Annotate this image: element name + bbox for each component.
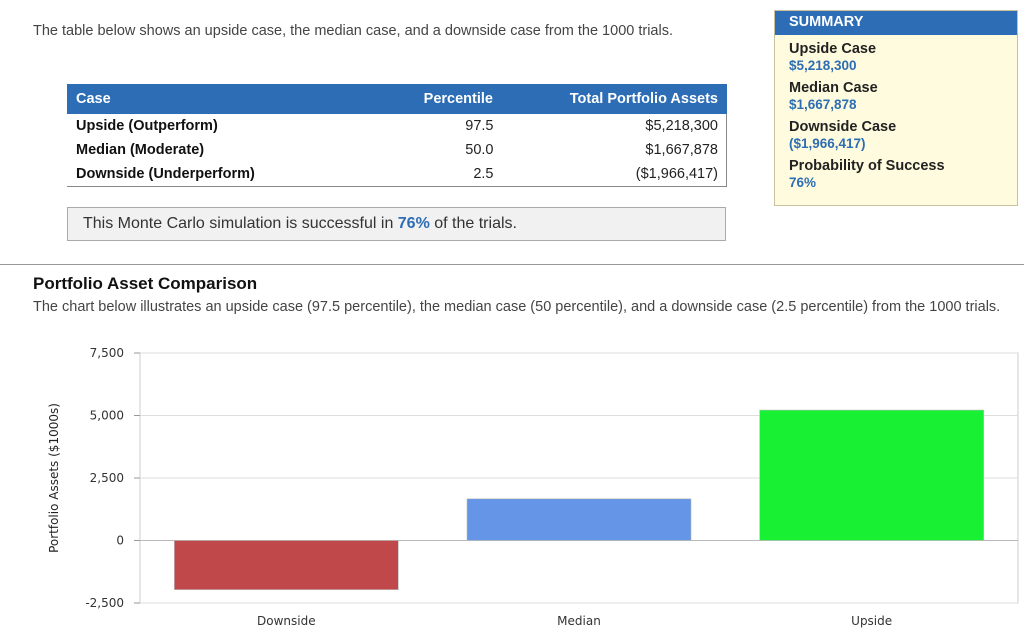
row-case: Upside (Outperform) bbox=[67, 113, 335, 138]
y-axis-label: Portfolio Assets ($1000s) bbox=[47, 403, 61, 553]
summary-item-median: Median Case $1,667,878 bbox=[775, 80, 1017, 113]
bar-median bbox=[466, 498, 692, 541]
summary-title: SUMMARY bbox=[775, 11, 1017, 35]
summary-label: Median Case bbox=[789, 80, 878, 96]
section-description: The chart below illustrates an upside ca… bbox=[33, 299, 1001, 315]
summary-value: ($1,966,417) bbox=[789, 136, 866, 151]
row-percentile: 50.0 bbox=[465, 142, 494, 158]
section-title: Portfolio Asset Comparison bbox=[33, 274, 258, 293]
section-divider bbox=[0, 264, 1024, 265]
row-percentile: 2.5 bbox=[334, 162, 502, 187]
row-assets: ($1,966,417) bbox=[501, 162, 727, 187]
y-tick-label: 2,500 bbox=[90, 471, 124, 485]
intro-text: The table below shows an upside case, th… bbox=[33, 23, 673, 39]
success-prefix: This Monte Carlo simulation is successfu… bbox=[83, 215, 398, 232]
x-tick-label: Upside bbox=[851, 614, 892, 628]
success-message: This Monte Carlo simulation is successfu… bbox=[67, 207, 726, 241]
table-row: Upside (Outperform) 97.5 $5,218,300 bbox=[67, 113, 727, 138]
row-assets: $1,667,878 bbox=[501, 138, 727, 162]
cases-table: Case Percentile Total Portfolio Assets U… bbox=[67, 84, 727, 187]
summary-label: Downside Case bbox=[789, 119, 897, 135]
header-percentile: Percentile bbox=[334, 84, 502, 114]
row-case: Median (Moderate) bbox=[67, 138, 335, 162]
summary-label: Probability of Success bbox=[789, 158, 945, 174]
table-header-row: Case Percentile Total Portfolio Assets bbox=[67, 84, 727, 114]
row-case: Downside (Underperform) bbox=[67, 162, 335, 187]
summary-panel: SUMMARY Upside Case $5,218,300 Median Ca… bbox=[774, 10, 1018, 206]
x-tick-label: Median bbox=[557, 614, 601, 628]
summary-value: $1,667,878 bbox=[789, 97, 857, 112]
summary-value: $5,218,300 bbox=[789, 58, 857, 73]
header-case: Case bbox=[67, 84, 335, 114]
summary-item-upside: Upside Case $5,218,300 bbox=[775, 41, 1017, 74]
success-percentage: 76% bbox=[397, 215, 430, 232]
success-suffix: of the trials. bbox=[429, 215, 517, 232]
bar-upside bbox=[759, 409, 984, 541]
y-tick-label: 7,500 bbox=[90, 346, 124, 360]
table-row: Downside (Underperform) 2.5 ($1,966,417) bbox=[67, 162, 727, 187]
row-percentile: 97.5 bbox=[465, 118, 494, 134]
header-assets: Total Portfolio Assets bbox=[501, 84, 727, 114]
x-tick-label: Downside bbox=[257, 614, 316, 628]
summary-label: Upside Case bbox=[789, 41, 877, 57]
y-tick-label: 0 bbox=[116, 534, 124, 548]
row-assets: $5,218,300 bbox=[501, 113, 727, 138]
summary-item-probability: Probability of Success 76% bbox=[775, 158, 1017, 191]
y-tick-label: 5,000 bbox=[90, 409, 124, 423]
summary-item-downside: Downside Case ($1,966,417) bbox=[775, 119, 1017, 152]
table-row: Median (Moderate) 50.0 $1,667,878 bbox=[67, 138, 727, 162]
y-tick-label: -2,500 bbox=[85, 596, 124, 610]
summary-value: 76% bbox=[789, 175, 817, 190]
bar-downside bbox=[174, 540, 399, 590]
portfolio-bar-chart: -2,500 0 2,500 5,000 7,500 Portfolio Assets (… bbox=[47, 346, 1019, 628]
